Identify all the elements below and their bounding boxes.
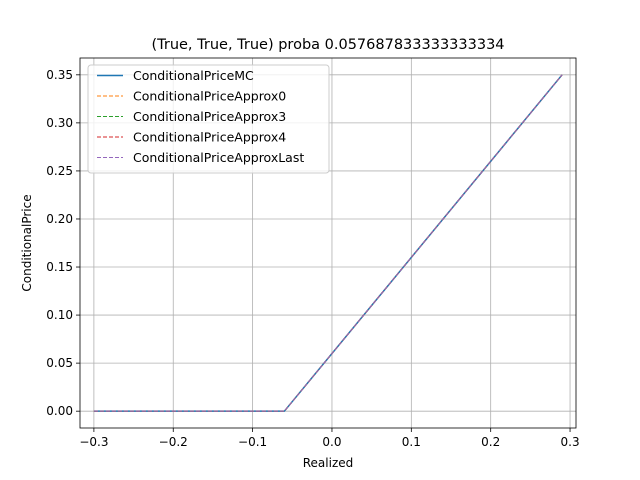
legend-label: ConditionalPriceApproxLast	[133, 150, 304, 165]
legend-label: ConditionalPriceApprox3	[133, 109, 286, 124]
y-axis-label: ConditionalPrice	[20, 194, 34, 291]
x-axis-ticks: −0.3 −0.2 −0.1 0.0 0.1 0.2 0.3	[79, 428, 580, 449]
y-axis-ticks: 0.00 0.05 0.10 0.15 0.20 0.25 0.30 0.35	[46, 68, 80, 418]
x-tick-label: −0.1	[238, 435, 267, 449]
y-tick-label: 0.15	[46, 260, 73, 274]
x-tick-label: 0.3	[561, 435, 580, 449]
y-tick-label: 0.35	[46, 68, 73, 82]
plot-frame	[79, 57, 577, 429]
legend-label: ConditionalPriceApprox4	[133, 130, 286, 145]
series-line-4	[93, 74, 563, 412]
legend: ConditionalPriceMC ConditionalPriceApprox…	[87, 64, 330, 174]
x-tick-label: −0.3	[79, 435, 108, 449]
series-lines	[93, 74, 563, 412]
y-tick-label: 0.20	[46, 212, 73, 226]
y-tick-label: 0.25	[46, 164, 73, 178]
legend-label: ConditionalPriceApprox0	[133, 89, 286, 104]
y-tick-label: 0.10	[46, 308, 73, 322]
x-tick-label: 0.0	[322, 435, 341, 449]
x-tick-label: 0.1	[402, 435, 421, 449]
y-tick-label: 0.00	[46, 404, 73, 418]
y-tick-label: 0.05	[46, 356, 73, 370]
x-tick-label: −0.2	[159, 435, 188, 449]
y-tick-label: 0.30	[46, 116, 73, 130]
legend-box	[87, 64, 330, 174]
x-tick-label: 0.2	[481, 435, 500, 449]
legend-label: ConditionalPriceMC	[133, 68, 254, 83]
chart-title: (True, True, True) proba 0.0576878333333…	[151, 37, 504, 53]
x-axis-label: Realized	[303, 456, 354, 470]
